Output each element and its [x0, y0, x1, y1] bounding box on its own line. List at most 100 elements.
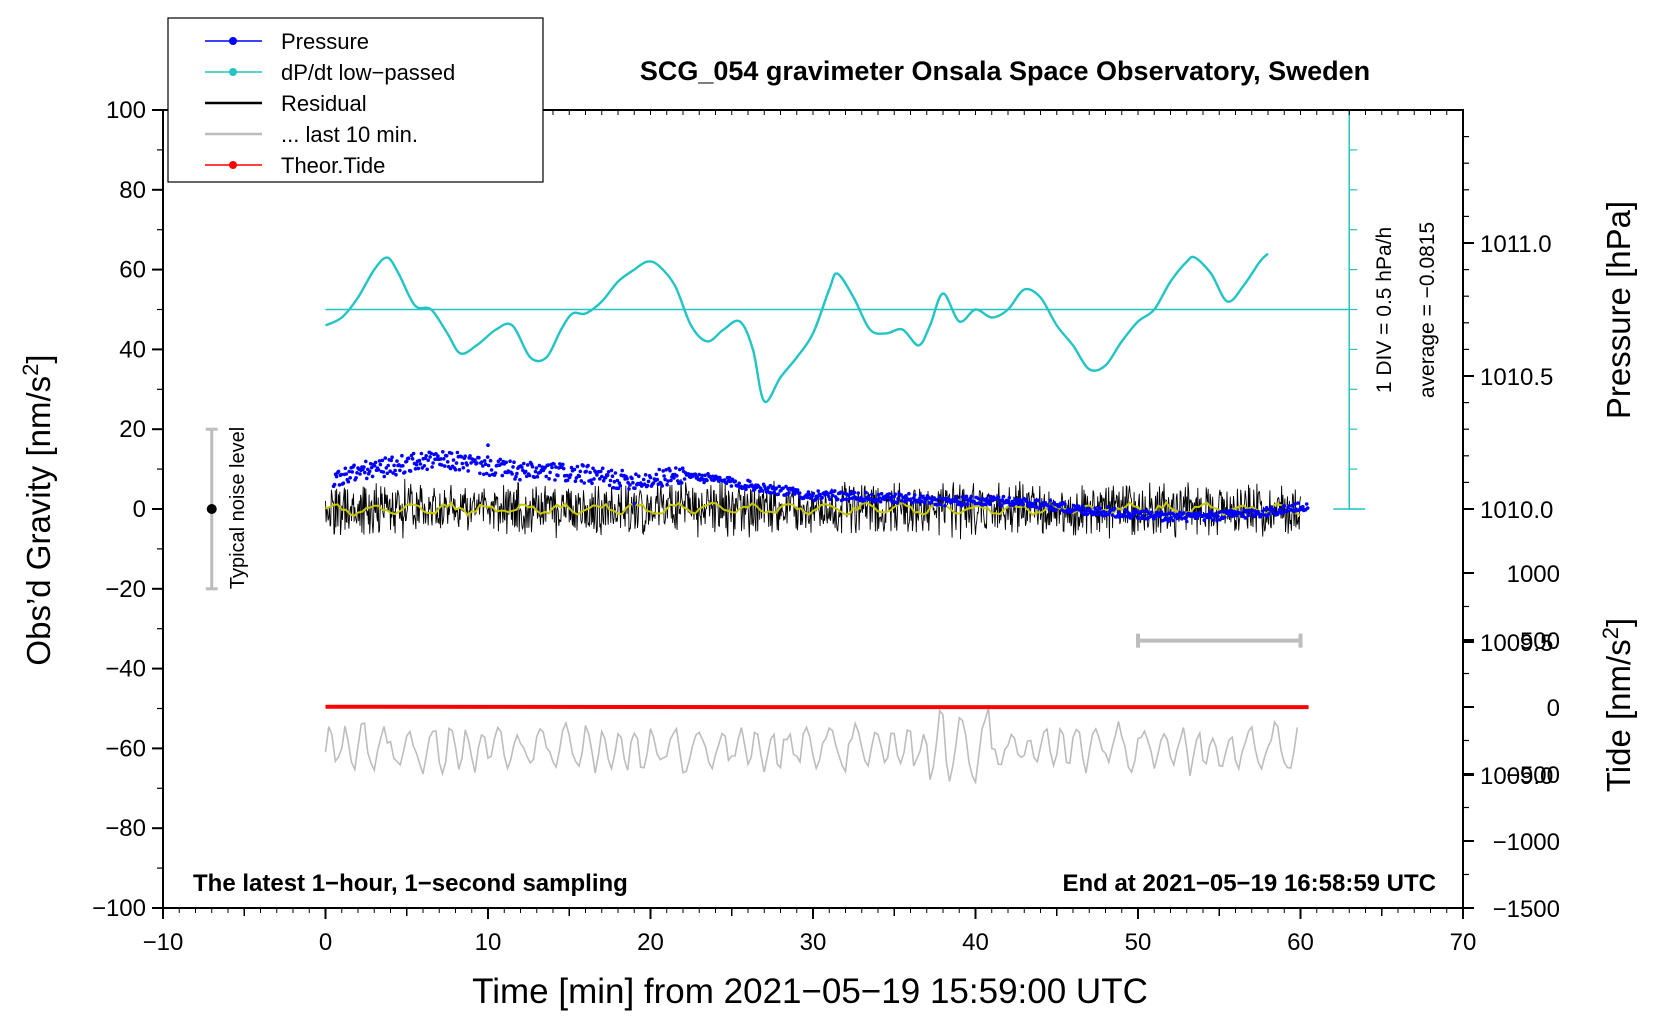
pressure-point	[1036, 498, 1041, 503]
pressure-point	[893, 492, 897, 497]
pressure-point	[337, 483, 342, 487]
pressure-point	[1253, 509, 1257, 513]
pressure-point	[390, 455, 394, 460]
pressure-point	[385, 471, 390, 476]
pressure-point	[400, 453, 404, 458]
pressure-point	[697, 472, 701, 477]
pressure-point	[816, 489, 820, 493]
pressure-point	[1293, 502, 1297, 506]
pressure-point	[654, 472, 659, 477]
y-tick-label: −20	[105, 576, 146, 603]
pressure-point	[365, 476, 369, 481]
pressure-point	[870, 492, 874, 497]
pressure-tick-label: 1010.5	[1480, 364, 1553, 391]
pressure-point	[1016, 497, 1020, 502]
pressure-point	[643, 473, 648, 477]
pressure-point	[682, 477, 687, 481]
pressure-point	[1285, 509, 1289, 514]
y-tick-label: 0	[133, 496, 146, 523]
pressure-point	[1304, 502, 1309, 506]
pressure-point	[1305, 506, 1310, 510]
pressure-point	[392, 463, 396, 468]
pressure-point	[632, 501, 637, 506]
pressure-point	[532, 475, 537, 480]
x-axis-label: Time [min] from 2021−05−19 15:59:00 UTC	[472, 972, 1148, 1011]
pressure-point	[787, 491, 791, 495]
pressure-point	[419, 451, 424, 456]
residual-smoothed-series	[325, 500, 1301, 517]
pressure-point	[504, 460, 509, 465]
pressure-point	[343, 466, 348, 471]
pressure-point	[378, 462, 383, 467]
pressure-point	[443, 464, 447, 468]
pressure-point	[1076, 504, 1081, 509]
pressure-point	[592, 477, 596, 481]
pressure-point	[680, 466, 685, 471]
pressure-point	[572, 467, 577, 472]
pressure-point	[1292, 510, 1296, 514]
pressure-point	[578, 469, 583, 474]
pressure-point	[1110, 513, 1115, 517]
pressure-point	[537, 463, 542, 468]
pressure-point	[394, 472, 398, 477]
pressure-point	[1164, 512, 1169, 517]
tide-tick-label: 0	[1547, 695, 1560, 722]
pressure-point	[459, 455, 464, 459]
pressure-point	[612, 479, 617, 484]
pressure-point	[380, 458, 385, 463]
x-tick-label: 60	[1287, 929, 1314, 956]
pressure-point	[1239, 511, 1244, 516]
pressure-point	[852, 490, 857, 495]
pressure-point	[386, 463, 391, 468]
pressure-point	[588, 470, 592, 475]
pressure-point	[627, 487, 631, 491]
pressure-point	[1216, 514, 1220, 519]
pressure-point	[988, 502, 992, 507]
pressure-point	[410, 457, 415, 461]
pressure-point	[401, 464, 405, 468]
pressure-point	[368, 461, 373, 466]
pressure-point	[586, 463, 590, 468]
pressure-point	[355, 471, 359, 475]
pressure-point	[1082, 512, 1087, 516]
pressure-point	[774, 486, 779, 491]
pressure-point	[466, 469, 471, 473]
pressure-point	[377, 459, 382, 463]
pressure-point	[488, 458, 493, 463]
pressure-point	[815, 495, 819, 499]
pressure-point	[1141, 514, 1145, 518]
pressure-point	[468, 454, 472, 458]
pressure-point	[370, 474, 375, 479]
pressure-point	[675, 474, 679, 478]
pressure-point	[1287, 504, 1291, 508]
pressure-point	[444, 454, 449, 458]
dpdt-series	[324, 252, 1269, 404]
pressure-point	[544, 474, 548, 479]
pressure-point	[1063, 502, 1067, 507]
chart-title: SCG_054 gravimeter Onsala Space Observat…	[640, 56, 1370, 86]
tide-tick-label: −1500	[1493, 896, 1560, 923]
pressure-point	[530, 464, 535, 469]
pressure-point	[1081, 505, 1086, 510]
pressure-point	[461, 466, 466, 470]
pressure-point	[1147, 515, 1152, 519]
y-tick-label: 100	[106, 97, 146, 124]
axes-layer: −10 0 10 20 30 40 50 60 70−100−80−60−40−20020406…	[92, 97, 1560, 956]
pressure-point	[550, 465, 554, 470]
pressure-point	[383, 456, 388, 460]
pressure-point	[662, 474, 666, 478]
pressure-point	[1139, 509, 1143, 514]
pressure-point	[347, 469, 352, 474]
pressure-point	[791, 486, 795, 491]
pressure-point	[934, 497, 938, 502]
pressure-point	[422, 464, 427, 468]
pressure-point	[1185, 519, 1189, 524]
pressure-point	[441, 450, 445, 454]
pressure-point	[500, 473, 505, 478]
pressure-point	[1266, 512, 1271, 516]
y-tick-label: −80	[105, 815, 146, 842]
pressure-point	[344, 472, 349, 476]
pressure-point	[508, 459, 512, 464]
pressure-point	[608, 478, 613, 483]
pressure-point	[558, 462, 562, 466]
